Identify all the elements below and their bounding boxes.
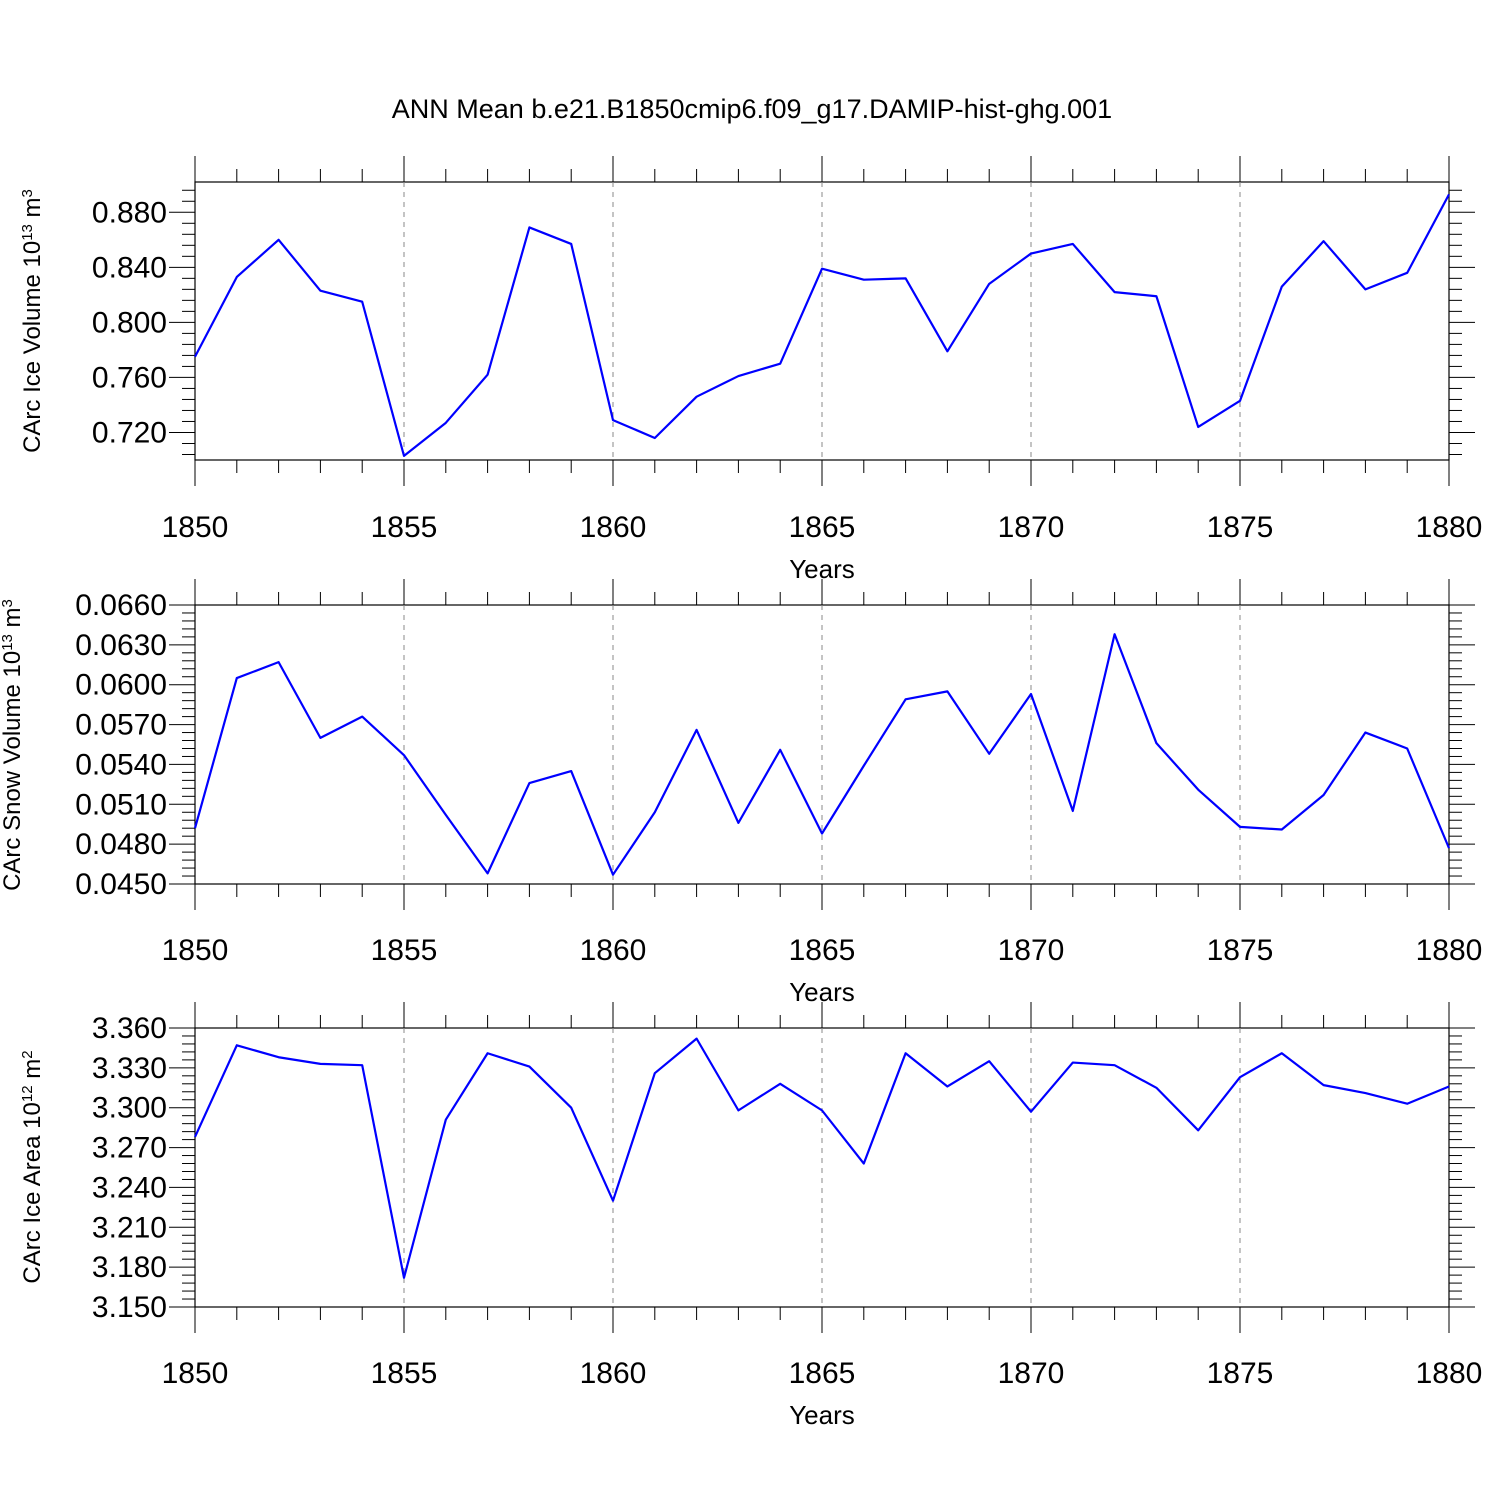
y-tick-label: 3.150 — [92, 1291, 167, 1324]
x-tick-label: 1870 — [998, 1357, 1065, 1390]
x-tick-label: 1875 — [1207, 1357, 1274, 1390]
y-axis-label: CArc Snow Volume 1013 m3 — [0, 599, 26, 891]
y-tick-label: 3.240 — [92, 1171, 167, 1204]
x-tick-label: 1865 — [789, 511, 856, 544]
y-axis-label: CArc Ice Area 1012 m2 — [19, 1050, 47, 1283]
y-axis-label: CArc Ice Volume 1013 m3 — [19, 189, 47, 453]
panel-ice-area: 3.150 3.180 3.210 3.240 3.270 3.300 3.330 3.360… — [19, 1002, 1483, 1430]
y-axis-label-text: CArc Ice Area 10 — [19, 1102, 46, 1283]
y-tick-label: 3.180 — [92, 1251, 167, 1284]
y-axis-label-text: m — [19, 1059, 46, 1086]
y-axis-label-text: m — [19, 197, 46, 224]
series-line — [193, 1037, 1450, 1279]
y-axis-label-superscript: 3 — [19, 189, 36, 197]
y-tick-label: 0.0600 — [75, 669, 167, 702]
y-tick-label: 0.760 — [92, 361, 167, 394]
y-tick-label: 0.0630 — [75, 629, 167, 662]
x-tick-label: 1875 — [1207, 511, 1274, 544]
y-tick-label: 0.0450 — [75, 868, 167, 901]
y-tick-label: 0.880 — [92, 196, 167, 229]
series-line — [193, 633, 1451, 876]
y-tick-label: 0.720 — [92, 416, 167, 449]
y-tick-label: 0.0660 — [75, 589, 167, 622]
x-tick-label: 1870 — [998, 511, 1065, 544]
x-tick-label: 1855 — [371, 511, 438, 544]
x-tick-label: 1880 — [1416, 934, 1483, 967]
x-tick-label: 1850 — [162, 511, 229, 544]
y-axis-label-text: CArc Ice Volume 10 — [19, 241, 46, 453]
x-tick-label: 1850 — [162, 934, 229, 967]
y-tick-label: 3.270 — [92, 1132, 167, 1165]
y-axis-label-superscript: 12 — [19, 1085, 36, 1102]
y-axis-label-text: CArc Snow Volume 10 — [0, 651, 26, 891]
x-tick-label: 1855 — [371, 1357, 438, 1390]
x-tick-label: 1865 — [789, 1357, 856, 1390]
x-tick-label: 1880 — [1416, 1357, 1483, 1390]
y-tick-label: 0.800 — [92, 306, 167, 339]
chart-title: ANN Mean b.e21.B1850cmip6.f09_g17.DAMIP-… — [392, 94, 1112, 124]
y-axis-label-superscript: 2 — [19, 1050, 36, 1058]
x-tick-label: 1865 — [789, 934, 856, 967]
y-tick-label: 0.840 — [92, 251, 167, 284]
y-tick-label: 0.0540 — [75, 748, 167, 781]
panel-ice-volume: 0.720 0.760 0.800 0.840 0.880 1850 1855 1860 186… — [19, 156, 1483, 584]
x-tick-label: 1875 — [1207, 934, 1274, 967]
y-tick-label: 3.210 — [92, 1211, 167, 1244]
y-tick-label: 0.0570 — [75, 709, 167, 742]
y-axis-label-superscript: 3 — [0, 599, 16, 607]
y-tick-label: 3.330 — [92, 1052, 167, 1085]
x-tick-label: 1850 — [162, 1357, 229, 1390]
y-axis-label-text: m — [0, 607, 26, 634]
x-tick-label: 1860 — [580, 934, 647, 967]
x-tick-label: 1860 — [580, 511, 647, 544]
y-tick-label: 3.300 — [92, 1092, 167, 1125]
y-axis-label-superscript: 13 — [0, 634, 16, 651]
x-tick-label: 1855 — [371, 934, 438, 967]
x-axis-label: Years — [789, 1400, 855, 1430]
x-tick-label: 1860 — [580, 1357, 647, 1390]
series-line — [194, 193, 1450, 457]
panel-snow-volume: 0.0450 0.0480 0.0510 0.0540 0.0570 0.0600 0.06… — [0, 579, 1482, 1007]
x-tick-label: 1870 — [998, 934, 1065, 967]
y-tick-label: 3.360 — [92, 1012, 167, 1045]
x-tick-label: 1880 — [1416, 511, 1483, 544]
y-axis-label-superscript: 13 — [19, 224, 36, 241]
y-tick-label: 0.0480 — [75, 828, 167, 861]
y-tick-label: 0.0510 — [75, 788, 167, 821]
